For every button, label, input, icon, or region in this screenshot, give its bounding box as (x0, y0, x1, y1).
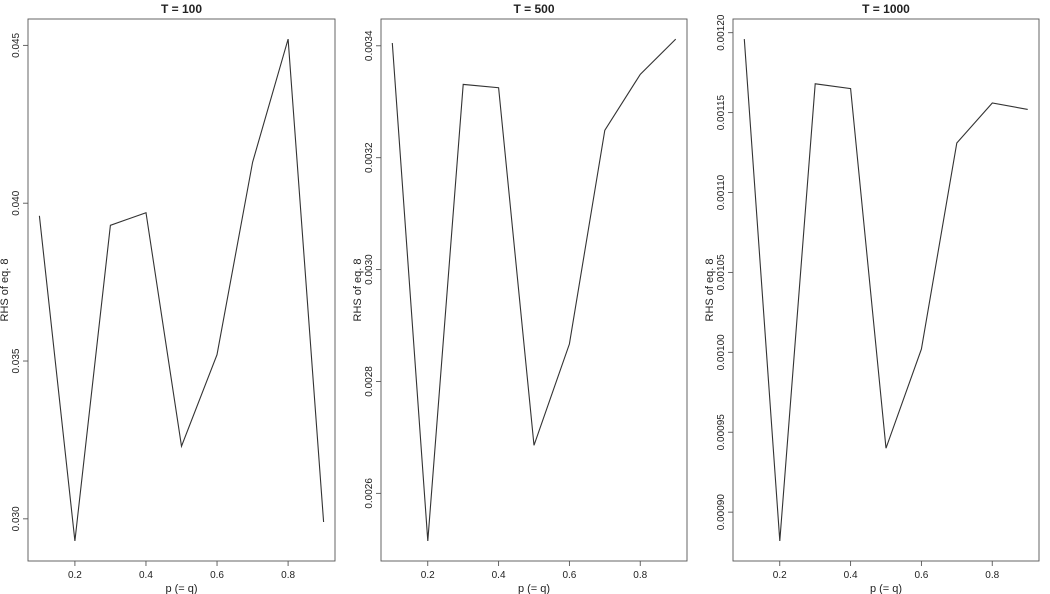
chart-title: T = 100 (161, 2, 202, 16)
y-tick-label: 0.0026 (364, 478, 375, 509)
y-tick-label: 0.035 (11, 348, 22, 373)
y-tick-label: 0.00115 (716, 94, 727, 130)
y-tick-label: 0.00090 (716, 494, 727, 531)
x-tick-label: 0.8 (633, 570, 647, 581)
plot-frame (380, 18, 688, 562)
x-tick-label: 0.6 (562, 570, 576, 581)
x-tick-label: 0.8 (281, 570, 295, 581)
y-tick-label: 0.045 (11, 32, 22, 57)
y-axis-label: RHS of eq. 8 (0, 259, 11, 322)
x-tick-label: 0.6 (914, 570, 928, 581)
x-axis-label: p (= q) (870, 583, 902, 594)
x-tick-label: 0.2 (773, 570, 787, 581)
series-line (743, 39, 1028, 541)
panel-t500: T = 500 0.2 0.4 0.6 0.8 0.0026 0.0028 0.0030 0.0… (352, 2, 688, 594)
y-tick-label: 0.0030 (364, 254, 375, 285)
x-tick-label: 0.6 (210, 570, 224, 581)
y-axis-label: RHS of eq. 8 (704, 259, 716, 322)
series-line (38, 38, 325, 541)
series-line (391, 38, 677, 541)
x-tick-label: 0.4 (492, 570, 506, 581)
y-tick-label: 0.040 (11, 190, 22, 215)
chart-title: T = 500 (513, 2, 554, 16)
y-axis-label: RHS of eq. 8 (352, 259, 364, 322)
x-axis-label: p (= q) (165, 583, 197, 594)
y-tick-label: 0.00120 (716, 14, 727, 51)
y-tick-label: 0.0034 (364, 30, 375, 61)
x-tick-label: 0.8 (985, 570, 999, 581)
x-tick-label: 0.4 (844, 570, 858, 581)
y-tick-label: 0.00105 (716, 254, 727, 291)
y-tick-label: 0.030 (11, 506, 22, 531)
panel-t100: T = 100 0.2 0.4 0.6 0.8 0.030 0.035 0.040 0.045 p… (0, 2, 336, 594)
y-tick-label: 0.00095 (716, 414, 727, 451)
y-tick-label: 0.00100 (716, 334, 727, 371)
y-tick-label: 0.0032 (364, 142, 375, 173)
panel-t1000: T = 1000 0.2 0.4 0.6 0.8 0.00090 0.00095 0.0010… (704, 2, 1040, 594)
chart-title: T = 1000 (862, 2, 910, 16)
plot-frame (732, 18, 1040, 562)
y-tick-label: 0.00110 (716, 174, 727, 210)
plot-frame (27, 18, 336, 562)
y-tick-label: 0.0028 (364, 366, 375, 397)
x-tick-label: 0.2 (421, 570, 435, 581)
x-tick-label: 0.2 (68, 570, 82, 581)
x-axis-label: p (= q) (518, 583, 550, 594)
x-tick-label: 0.4 (139, 570, 153, 581)
